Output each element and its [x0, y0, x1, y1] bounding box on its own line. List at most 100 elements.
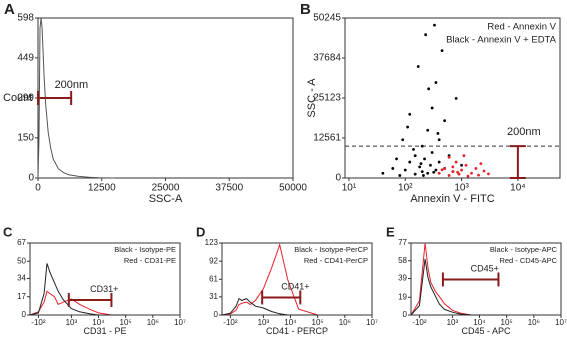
- series-line: [221, 243, 318, 316]
- x-tick-label: 10¹: [342, 183, 357, 194]
- panel-label: C: [3, 224, 13, 239]
- y-tick-label: 150: [17, 133, 34, 144]
- point: [436, 132, 440, 135]
- x-tick-label: 10⁷: [174, 318, 186, 327]
- legend-entry: Red - CD31-PE: [124, 256, 176, 265]
- y-tick-label: 39: [398, 274, 407, 283]
- point: [443, 119, 447, 123]
- legend-entry: Black - Annexin V + EDTA: [446, 35, 557, 46]
- plot-frame: [37, 17, 294, 179]
- y-tick-label: 0: [335, 173, 341, 184]
- point: [474, 167, 478, 170]
- x-axis-label: CD31 - PE: [83, 326, 126, 336]
- point: [418, 165, 422, 169]
- point: [420, 144, 424, 148]
- panel-label: D: [196, 224, 205, 239]
- point: [381, 171, 385, 175]
- point: [470, 171, 473, 175]
- y-tick-label: 92: [209, 256, 218, 265]
- legend-entry: Black - Isotype-PE: [114, 245, 176, 254]
- point: [447, 155, 451, 159]
- panel-label: E: [386, 224, 395, 239]
- point: [466, 174, 470, 178]
- point: [429, 163, 432, 167]
- y-tick-label: 50245: [313, 13, 341, 24]
- point: [423, 157, 426, 161]
- point: [408, 160, 412, 164]
- point: [460, 163, 463, 167]
- x-tick-label: 50000: [279, 183, 307, 194]
- point: [447, 174, 451, 177]
- series-line: [221, 297, 318, 316]
- point: [437, 160, 441, 164]
- y-tick-label: 449: [17, 53, 34, 64]
- point: [434, 81, 438, 84]
- legend-entry: Red - Annexin V: [487, 22, 556, 33]
- y-tick-label: 37684: [313, 53, 341, 64]
- point: [462, 154, 466, 158]
- point: [443, 167, 447, 170]
- x-tick-label: 0: [35, 183, 41, 194]
- y-tick-label: 17: [17, 292, 26, 301]
- point: [454, 96, 458, 100]
- x-tick-label: -10²: [31, 318, 46, 327]
- y-tick-label: 25123: [313, 93, 341, 104]
- panel-label: A: [4, 1, 15, 18]
- x-tick-label: 10⁴: [284, 318, 297, 327]
- x-tick-label: 12500: [88, 183, 116, 194]
- panel-label: B: [300, 1, 311, 18]
- y-tick-label: 123: [205, 238, 219, 247]
- x-tick-label: 10⁴: [473, 318, 486, 327]
- point: [456, 170, 460, 174]
- point: [422, 174, 425, 177]
- point: [391, 167, 395, 170]
- x-tick-label: -10²: [223, 318, 238, 327]
- y-tick-label: 34: [17, 274, 26, 283]
- y-tick-label: 12561: [313, 133, 341, 144]
- y-tick-label: 50: [17, 256, 26, 265]
- x-tick-label: 10⁶: [528, 318, 540, 327]
- x-tick-label: 10⁴: [92, 318, 105, 327]
- point: [437, 171, 441, 175]
- x-axis-label: Annexin V - FITC: [410, 193, 494, 205]
- point: [451, 165, 455, 169]
- point: [401, 138, 405, 142]
- point: [408, 112, 412, 116]
- y-tick-label: 598: [17, 13, 34, 24]
- x-tick-label: 10³: [66, 318, 78, 327]
- x-tick-label: -10²: [412, 318, 427, 327]
- series-line: [29, 290, 126, 316]
- point: [432, 170, 436, 174]
- point: [406, 125, 410, 129]
- point: [419, 162, 423, 166]
- x-axis-label: CD41 - PERCP: [266, 326, 328, 336]
- x-tick-label: 10⁷: [555, 318, 567, 327]
- point: [427, 87, 431, 91]
- point: [413, 154, 417, 158]
- point: [451, 170, 455, 174]
- point: [398, 174, 402, 177]
- series-line: [29, 263, 126, 316]
- x-tick-label: 10³: [454, 183, 469, 194]
- y-tick-label: 0: [403, 310, 408, 319]
- x-tick-label: 10⁶: [339, 318, 351, 327]
- x-tick-label: 10⁵: [501, 318, 513, 327]
- point: [454, 160, 458, 164]
- point: [464, 163, 468, 167]
- point: [434, 168, 438, 172]
- point: [430, 151, 434, 154]
- y-tick-label: 0: [22, 310, 27, 319]
- y-tick-label: 61: [209, 274, 218, 283]
- point: [440, 49, 444, 53]
- y-tick-label: 77: [398, 238, 407, 247]
- gate-label: CD45+: [471, 263, 499, 273]
- point: [460, 168, 463, 172]
- gate-label: 200nm: [55, 79, 89, 91]
- x-axis-label: SSC-A: [149, 193, 183, 205]
- point: [424, 33, 428, 37]
- gate-label: CD41+: [281, 281, 309, 291]
- x-tick-label: 25000: [152, 183, 180, 194]
- gate-label: CD31+: [90, 284, 118, 294]
- point: [479, 162, 483, 166]
- y-tick-label: 58: [398, 256, 407, 265]
